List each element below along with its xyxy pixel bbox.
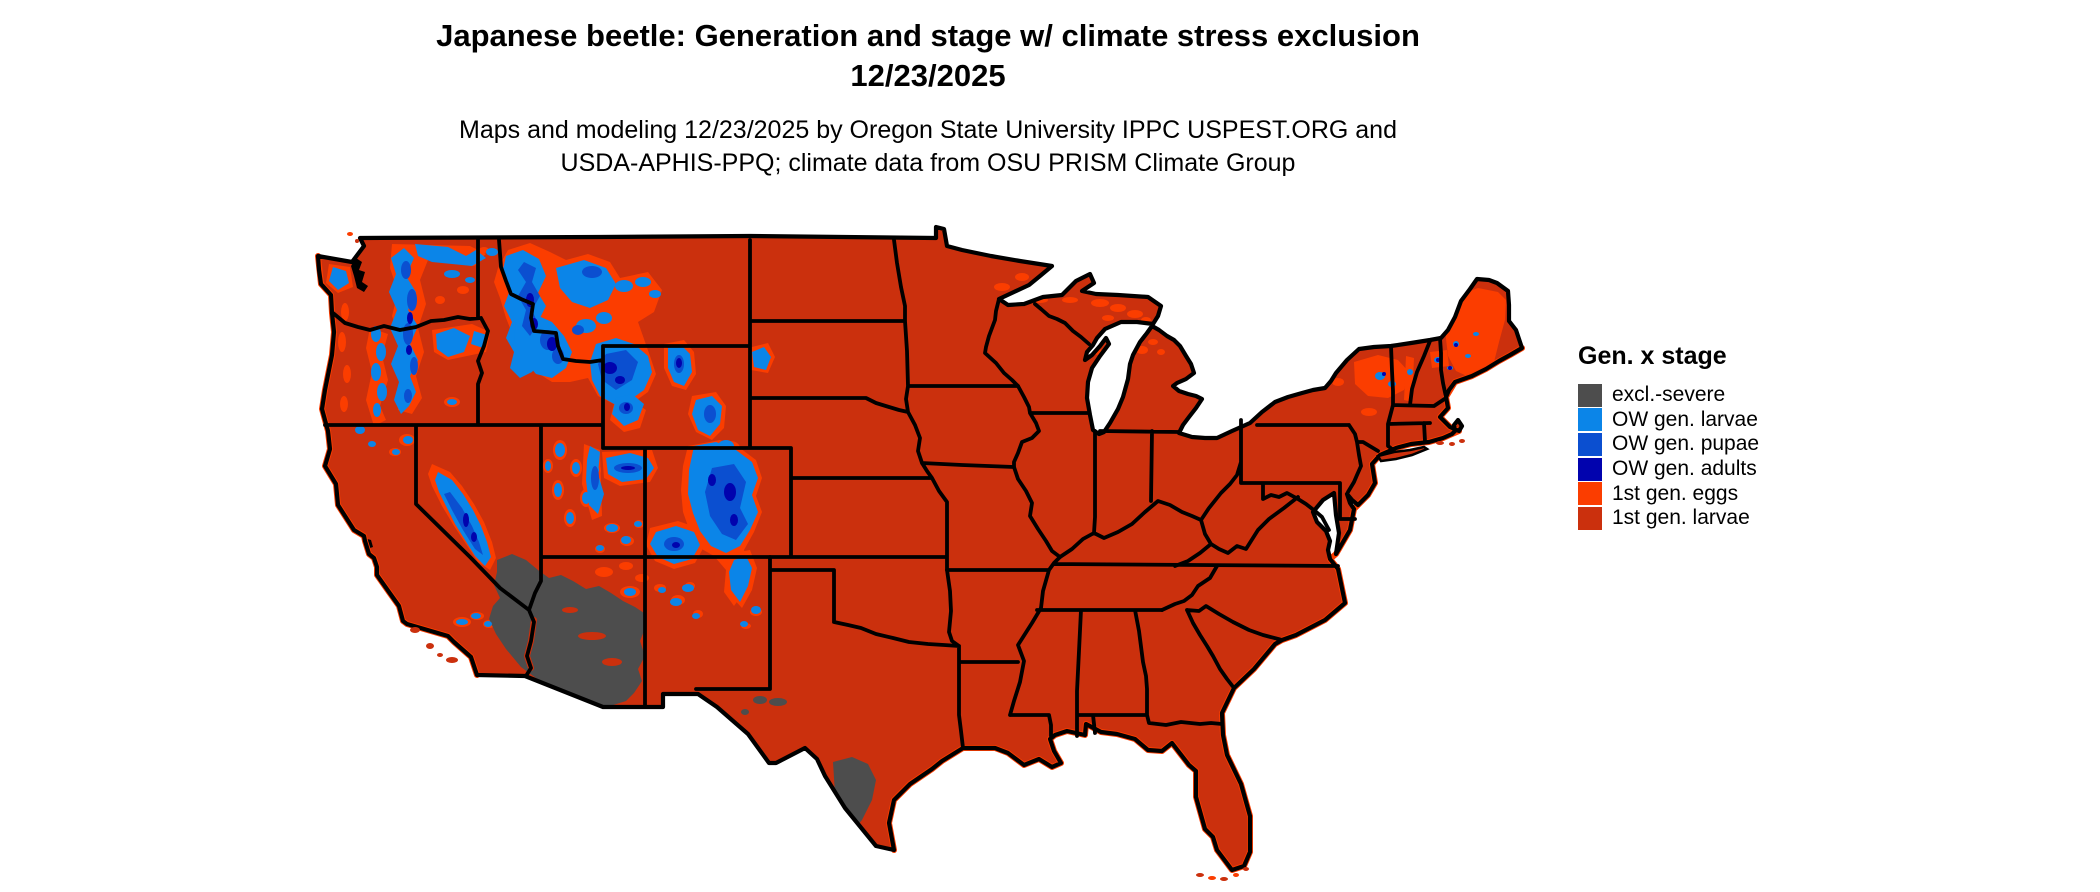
legend-item: OW gen. larvae — [1578, 408, 1759, 433]
legend-swatch-ow-pupae — [1578, 432, 1602, 456]
page-title: Japanese beetle: Generation and stage w/… — [228, 16, 1628, 96]
map-subtitle: Maps and modeling 12/23/2025 by Oregon S… — [228, 114, 1628, 180]
islands — [347, 232, 1465, 881]
state-borders — [323, 238, 1448, 750]
legend-item-label: OW gen. adults — [1612, 457, 1757, 481]
legend-swatch-1st-eggs — [1578, 482, 1602, 506]
legend-item-label: excl.-severe — [1612, 383, 1726, 407]
map-subtitle-line2: USDA-APHIS-PPQ; climate data from OSU PR… — [560, 149, 1296, 177]
legend-title: Gen. x stage — [1578, 342, 1727, 370]
legend-item: excl.-severe — [1578, 383, 1759, 408]
legend-item-label: OW gen. pupae — [1612, 432, 1760, 456]
map-date: 12/23/2025 — [850, 58, 1006, 93]
legend-swatch-ow-larvae — [1578, 408, 1602, 432]
map-title: Japanese beetle: Generation and stage w/… — [436, 18, 1420, 53]
legend-item-label: 1st gen. eggs — [1612, 481, 1739, 505]
legend: Gen. x stage excl.-severe OW gen. larvae… — [1578, 342, 1759, 531]
legend-swatch-1st-larvae — [1578, 506, 1602, 530]
legend-item: 1st gen. larvae — [1578, 506, 1759, 531]
legend-swatch-ow-adults — [1578, 457, 1602, 481]
map-subtitle-line1: Maps and modeling 12/23/2025 by Oregon S… — [459, 116, 1397, 144]
legend-item: 1st gen. eggs — [1578, 481, 1759, 506]
legend-item: OW gen. pupae — [1578, 432, 1759, 457]
legend-item-label: 1st gen. larvae — [1612, 506, 1750, 530]
legend-swatch-excl-severe — [1578, 383, 1602, 407]
legend-item-label: OW gen. larvae — [1612, 407, 1758, 431]
legend-item: OW gen. adults — [1578, 457, 1759, 482]
